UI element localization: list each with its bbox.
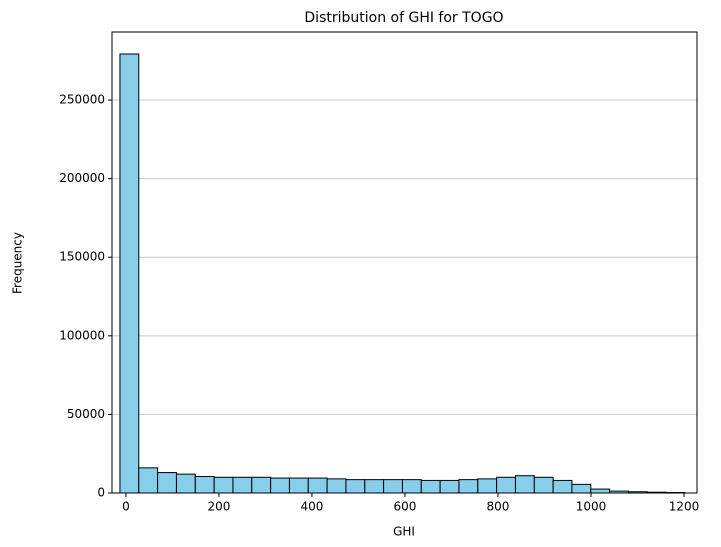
x-axis-label: GHI (393, 525, 415, 539)
bar (439, 479, 460, 494)
bar (383, 479, 403, 494)
bar (138, 467, 159, 494)
bar (571, 483, 592, 494)
bar (251, 476, 272, 494)
bar (514, 475, 535, 494)
y-tick-label: 0 (97, 486, 105, 500)
y-tick-label: 100000 (59, 328, 105, 342)
bar (326, 478, 347, 494)
plot-frame (111, 31, 698, 494)
bar (401, 479, 422, 494)
bar (175, 473, 196, 494)
bar (590, 488, 611, 494)
bar (288, 477, 309, 494)
x-tick-label: 800 (487, 500, 510, 514)
x-tick-label: 400 (301, 500, 324, 514)
bar (345, 479, 366, 494)
y-tick-label: 200000 (59, 171, 105, 185)
bar (477, 478, 498, 494)
x-tick-label: 1000 (576, 500, 607, 514)
bar (194, 475, 215, 494)
bar (458, 479, 479, 494)
bar (119, 53, 140, 494)
y-tick-label: 250000 (59, 93, 105, 107)
bar (552, 479, 573, 494)
bar (364, 479, 385, 494)
chart-title: Distribution of GHI for TOGO (304, 10, 503, 26)
x-tick-label: 600 (394, 500, 417, 514)
bar (157, 472, 177, 494)
bar (420, 479, 441, 494)
y-tick-label: 150000 (59, 250, 105, 264)
bar (270, 477, 290, 494)
x-tick-label: 1200 (669, 500, 700, 514)
bar (232, 476, 253, 494)
x-tick-label: 0 (122, 500, 130, 514)
bar (533, 476, 554, 494)
bar (496, 476, 516, 494)
y-axis-label: Frequency (11, 232, 25, 294)
bar (307, 477, 328, 494)
x-tick-label: 200 (208, 500, 231, 514)
y-tick-label: 50000 (67, 407, 105, 421)
bar (213, 476, 234, 494)
